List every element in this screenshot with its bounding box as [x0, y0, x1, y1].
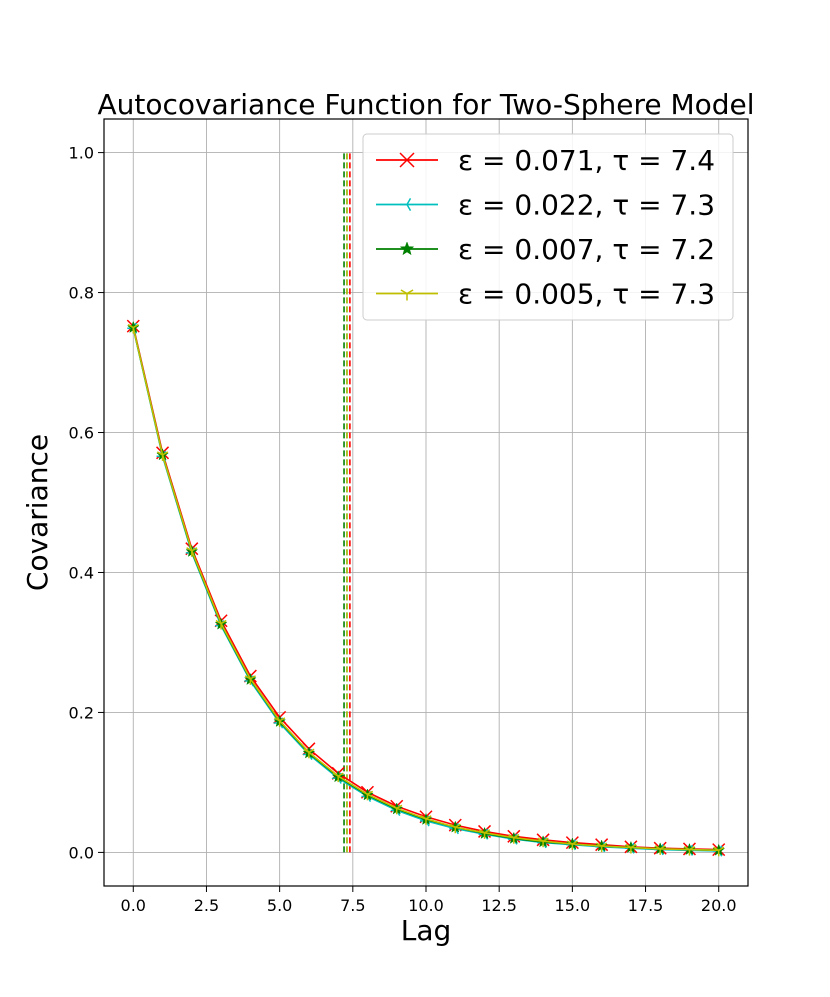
x-axis-ticks: 0.0 2.5 5.0 7.5 10.0 12.5 15.0 17.5 20.0 [121, 886, 737, 915]
y-tick-label: 0.2 [69, 703, 94, 722]
legend-label-tau: τ = 7.4 [612, 144, 715, 177]
y-tick-label: 0.4 [69, 563, 94, 582]
data-point [683, 845, 696, 856]
tau-vertical-lines [343, 152, 351, 853]
x-tick-label: 5.0 [267, 896, 292, 915]
data-point [399, 152, 415, 168]
data-point [449, 823, 461, 834]
x-tick-label: 10.0 [408, 896, 444, 915]
data-point [399, 241, 415, 256]
legend-label-epsilon: ε = 0.022, [458, 189, 612, 222]
data-point [186, 547, 198, 557]
data-point [625, 843, 637, 854]
legend-label: ε = 0.071, τ = 7.4 [458, 144, 715, 177]
legend-box [362, 133, 734, 321]
data-point [654, 845, 666, 855]
data-point [713, 846, 725, 857]
legend-entry: ε = 0.022, τ = 7.3 [376, 189, 715, 222]
data-series [126, 319, 726, 857]
y-tick-label: 1.0 [69, 144, 94, 163]
legend-label-epsilon: ε = 0.007, [458, 233, 612, 266]
legend-entry: ε = 0.007, τ = 7.2 [376, 233, 715, 266]
y-axis-label: Covariance [21, 434, 54, 591]
chart-title: Autocovariance Function for Two-Sphere M… [97, 88, 754, 121]
x-tick-label: 0.0 [121, 896, 146, 915]
x-tick-label: 7.5 [340, 896, 365, 915]
data-point [127, 323, 139, 334]
series-2 [127, 322, 723, 857]
data-point [391, 804, 403, 815]
y-tick-label: 0.8 [69, 284, 94, 303]
legend-label-tau: τ = 7.3 [612, 189, 715, 222]
data-point [537, 837, 549, 848]
legend-label-tau: τ = 7.2 [612, 233, 715, 266]
x-tick-label: 17.5 [628, 896, 664, 915]
data-point [400, 198, 412, 211]
data-point [303, 748, 315, 759]
data-point [361, 790, 374, 801]
y-tick-label: 0.6 [69, 424, 94, 443]
data-point [332, 772, 344, 783]
legend-label: ε = 0.005, τ = 7.3 [458, 278, 715, 311]
legend: ε = 0.071, τ = 7.4ε = 0.022, τ = 7.3ε = … [362, 133, 734, 321]
legend-entry: ε = 0.071, τ = 7.4 [376, 144, 715, 177]
x-tick-label: 2.5 [194, 896, 219, 915]
y-axis-ticks: 0.0 0.2 0.4 0.6 0.8 1.0 [69, 144, 104, 862]
data-point [478, 829, 491, 839]
data-point [596, 842, 608, 853]
legend-label-epsilon: ε = 0.071, [458, 144, 612, 177]
legend-label: ε = 0.022, τ = 7.3 [458, 189, 715, 222]
series-4 [127, 323, 725, 857]
data-point [508, 834, 520, 844]
x-tick-label: 20.0 [701, 896, 737, 915]
data-point [400, 289, 414, 301]
legend-entry: ε = 0.005, τ = 7.3 [376, 278, 715, 311]
x-tick-label: 15.0 [555, 896, 591, 915]
legend-label-tau: τ = 7.3 [612, 278, 715, 311]
data-point [215, 619, 227, 630]
data-point [420, 815, 432, 825]
x-axis-label: Lag [401, 914, 452, 947]
data-point [244, 675, 256, 685]
data-point [156, 451, 169, 461]
y-tick-label: 0.0 [69, 843, 94, 862]
data-point [274, 717, 286, 727]
legend-label-epsilon: ε = 0.005, [458, 278, 612, 311]
data-point [566, 840, 578, 851]
x-tick-label: 12.5 [481, 896, 517, 915]
legend-label: ε = 0.007, τ = 7.2 [458, 233, 715, 266]
